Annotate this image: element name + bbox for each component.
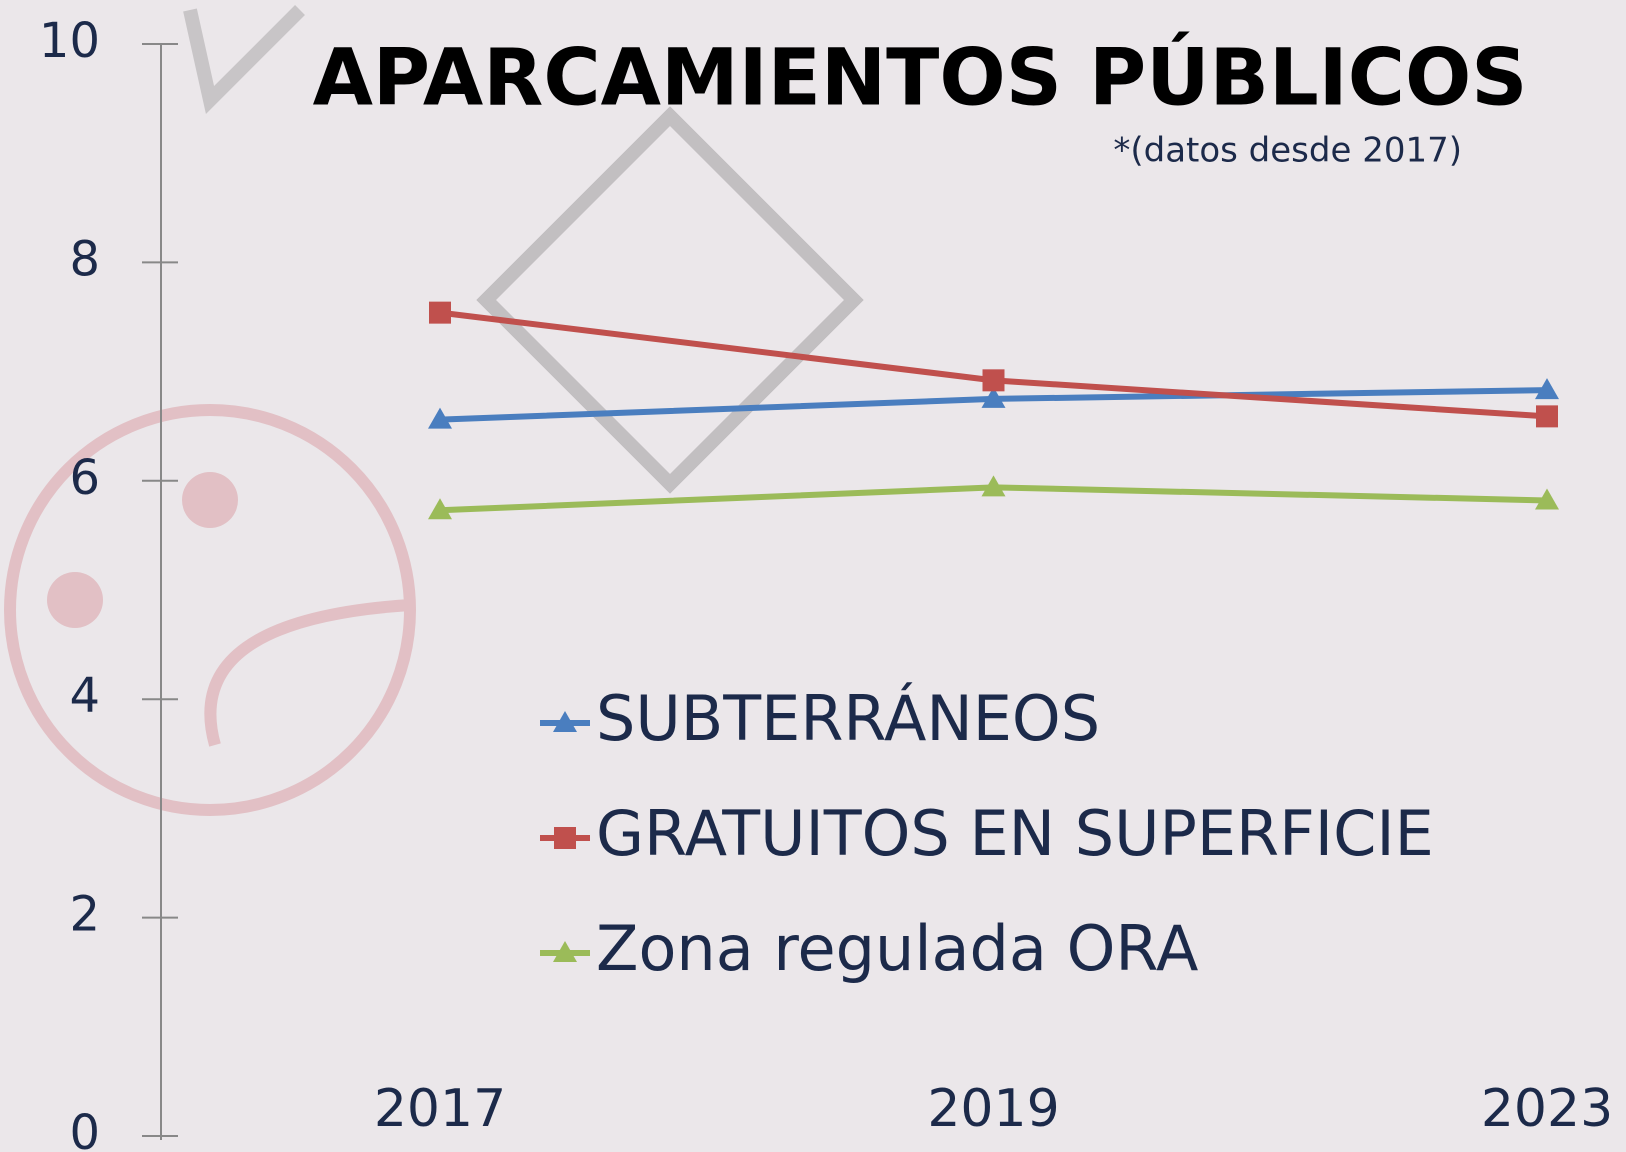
legend-marker bbox=[554, 827, 576, 849]
legend-label: Zona regulada ORA bbox=[596, 912, 1198, 985]
point bbox=[982, 369, 1005, 392]
point bbox=[1535, 488, 1559, 510]
chart-subtitle: *(datos desde 2017) bbox=[1113, 131, 1462, 171]
y-tick-label: 0 bbox=[69, 1105, 100, 1152]
x-tick-label: 2019 bbox=[927, 1079, 1059, 1139]
y-tick-label: 2 bbox=[69, 887, 100, 943]
legend-marker bbox=[553, 711, 577, 732]
point bbox=[1535, 378, 1559, 400]
point bbox=[981, 475, 1006, 497]
background-drawing bbox=[4, 5, 864, 816]
point bbox=[428, 407, 452, 429]
point bbox=[428, 498, 452, 520]
point bbox=[429, 301, 451, 324]
point bbox=[1536, 405, 1558, 428]
y-tick-label: 10 bbox=[39, 13, 100, 69]
x-tick-label: 2023 bbox=[1481, 1079, 1613, 1139]
y-tick-label: 6 bbox=[69, 450, 100, 506]
legend-label: SUBTERRÁNEOS bbox=[596, 681, 1100, 755]
chart-title: APARCAMIENTOS PÚBLICOS bbox=[313, 31, 1528, 123]
x-tick-label: 2017 bbox=[374, 1079, 506, 1139]
point bbox=[981, 386, 1006, 408]
y-tick-label: 4 bbox=[69, 668, 100, 724]
y-tick-label: 8 bbox=[69, 231, 100, 287]
legend-label: GRATUITOS EN SUPERFICIE bbox=[596, 797, 1434, 870]
legend-marker bbox=[553, 941, 577, 962]
